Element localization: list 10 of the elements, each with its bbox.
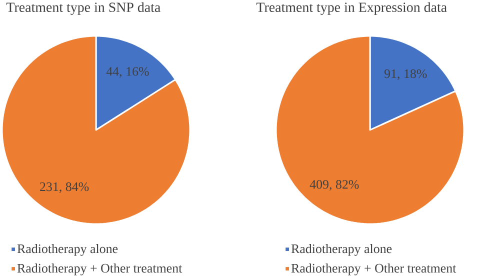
data-label: 91, 18%	[384, 69, 427, 80]
legend-label: Radiotherapy alone	[17, 244, 118, 256]
data-label: 409, 82%	[310, 180, 359, 191]
data-label: 44, 16%	[106, 67, 149, 78]
legend-label: Radiotherapy + Other treatment	[291, 264, 456, 276]
data-label: 231, 84%	[40, 182, 89, 193]
legend-label: Radiotherapy + Other treatment	[17, 264, 182, 276]
chart-title: Treatment type in SNP data	[6, 2, 160, 15]
chart-title: Treatment type in Expression data	[256, 2, 447, 15]
legend-label: Radiotherapy alone	[291, 244, 392, 256]
